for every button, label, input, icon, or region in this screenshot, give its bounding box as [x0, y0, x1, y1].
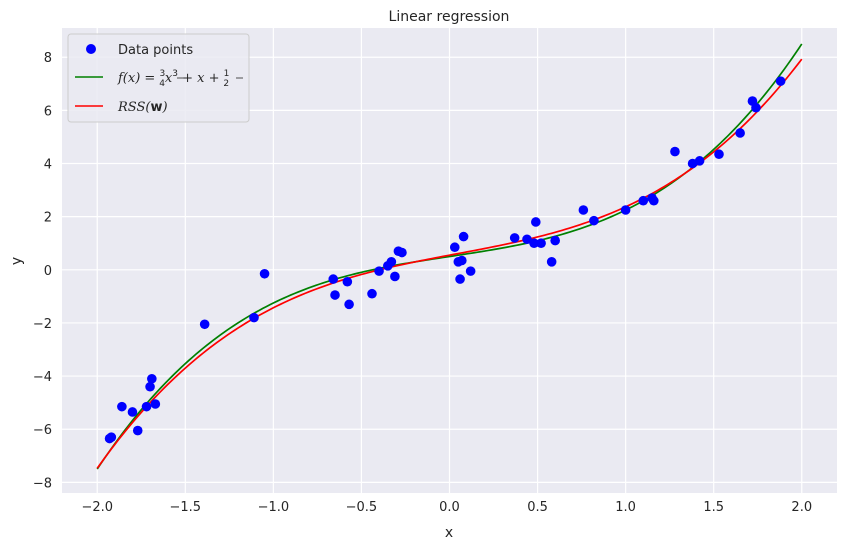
y-tick-label: −8 [33, 476, 52, 491]
data-point [374, 266, 384, 276]
data-point [330, 290, 340, 300]
data-point [449, 242, 460, 253]
data-point [367, 288, 377, 299]
y-tick-label: −4 [33, 370, 52, 385]
y-tick-label: 0 [44, 264, 52, 279]
legend-label-rss: RSS(w) [117, 100, 168, 115]
y-tick-label: 2 [44, 211, 52, 226]
data-point [328, 274, 339, 284]
data-point [550, 235, 560, 246]
data-point [522, 234, 532, 245]
data-point [259, 268, 270, 279]
scatter-points [104, 76, 786, 444]
data-point [455, 274, 465, 284]
x-axis-label: x [445, 525, 453, 541]
x-tick-label: 0.5 [527, 500, 548, 515]
y-axis-label: y [9, 257, 25, 265]
data-point [751, 102, 761, 113]
data-point [578, 205, 589, 215]
legend-box [67, 33, 250, 123]
data-point [458, 231, 469, 242]
data-point [670, 146, 680, 157]
data-point [145, 381, 155, 392]
y-tick-label: 4 [44, 158, 52, 173]
x-tick-label: 1.0 [615, 500, 636, 515]
data-point [397, 247, 407, 258]
series-line-2 [96, 58, 803, 469]
x-tick-label: 1.5 [703, 500, 724, 515]
data-point [199, 319, 210, 330]
data-point [536, 238, 546, 249]
x-tick-label: −2.0 [81, 500, 113, 515]
data-point [386, 257, 397, 267]
data-point [775, 76, 786, 86]
data-point [649, 195, 659, 206]
chart-title: Linear regression [389, 9, 510, 25]
data-point [344, 299, 354, 310]
data-point [127, 407, 138, 417]
legend-true-fn-num1: 3 [159, 69, 165, 79]
data-point [638, 195, 649, 206]
legend-true-fn-exp: 3 [172, 69, 178, 79]
legend-label-data-points: Data points [118, 43, 193, 58]
y-tick-label: 8 [44, 51, 52, 66]
legend-true-fn-mid: + x + [178, 71, 224, 86]
legend-marker-data-points [86, 44, 96, 54]
data-point [546, 257, 557, 267]
data-point [457, 255, 467, 266]
y-tick-label: −2 [33, 317, 52, 332]
legend-rss-suffix: ) [161, 100, 167, 115]
data-point [714, 149, 724, 160]
legend-true-fn-var: x [165, 71, 173, 86]
data-point [509, 233, 520, 243]
x-tick-label: 2.0 [791, 500, 812, 515]
x-tick-label: −1.0 [258, 500, 290, 515]
y-tick-label: −6 [33, 423, 52, 438]
data-point [735, 128, 745, 138]
data-point [249, 312, 259, 323]
data-point [529, 238, 539, 249]
legend-true-fn-den2: 2 [223, 79, 229, 89]
data-point [141, 401, 152, 412]
legend-true-fn-den1: 4 [159, 79, 165, 89]
data-point [531, 217, 541, 227]
y-tick-label: 6 [44, 104, 52, 119]
data-point [390, 271, 400, 282]
data-point [150, 399, 161, 409]
legend-true-fn-prefix: f(x) = [117, 71, 159, 86]
legend-rss-prefix: RSS( [117, 100, 151, 115]
legend-rss-w: w [150, 100, 162, 115]
data-point [147, 373, 157, 384]
y-tick-labels: −8 −6 −4 −2 0 2 4 6 8 [33, 51, 52, 491]
series-lines [96, 43, 803, 470]
x-tick-label: 0.0 [439, 500, 460, 515]
data-point [620, 205, 631, 215]
data-point [342, 276, 353, 287]
data-point [132, 425, 143, 436]
data-point [589, 215, 599, 226]
x-tick-label: −1.5 [170, 500, 202, 515]
data-point [117, 401, 127, 412]
data-point [694, 156, 705, 166]
legend-true-fn-num2: 1 [224, 69, 230, 79]
x-tick-label: −0.5 [346, 500, 378, 515]
data-point [465, 266, 476, 276]
data-point [106, 432, 117, 443]
x-tick-labels: −2.0 −1.5 −1.0 −0.5 0.0 0.5 1.0 1.5 2.0 [81, 500, 812, 515]
grid [62, 28, 837, 493]
